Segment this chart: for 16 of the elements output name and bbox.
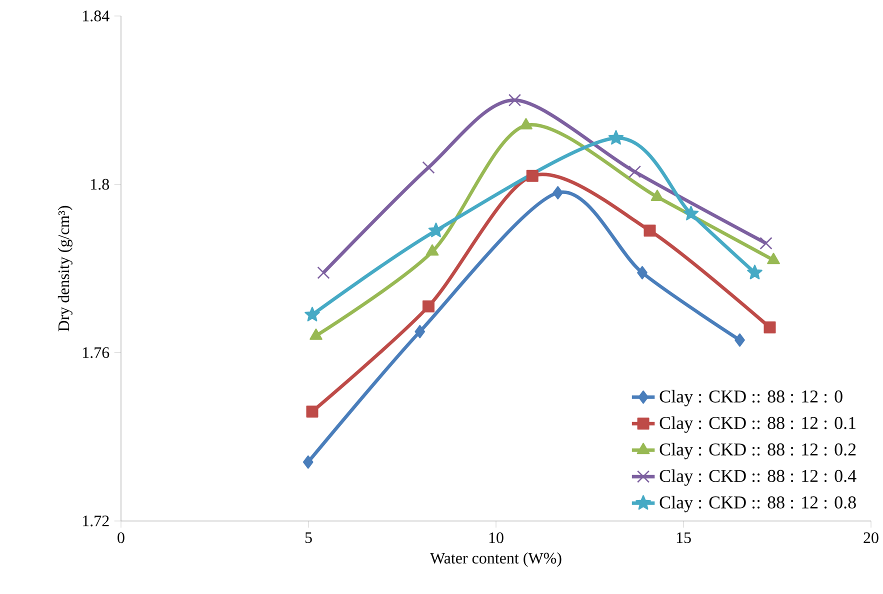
legend-label: Clay : CKD :: 88 : 12 : 0.1 bbox=[660, 416, 856, 433]
y-tick-label: 1.72 bbox=[83, 516, 109, 526]
legend-label: Clay : CKD :: 88 : 12 : 0.2 bbox=[660, 442, 856, 460]
y-tick-label: 1.84 bbox=[83, 10, 110, 22]
x-axis-title: Water content (W%) bbox=[430, 552, 562, 567]
legend-label: Clay : CKD :: 88 : 12 : 0.8 bbox=[660, 496, 856, 512]
x-tick-label: 5 bbox=[305, 532, 312, 543]
x-tick-label: 0 bbox=[118, 532, 124, 544]
y-tick-label: 1.8 bbox=[91, 178, 110, 190]
x-tick-label: 20 bbox=[864, 532, 878, 544]
legend-label: Clay : CKD :: 88 : 12 : 0.4 bbox=[660, 469, 856, 486]
x-tick-label: 10 bbox=[489, 532, 504, 544]
legend-label: Clay : CKD :: 88 : 12 : 0 bbox=[660, 390, 842, 406]
y-tick-label: 1.76 bbox=[83, 347, 110, 358]
y-axis-title: Dry density (g/cm³) bbox=[58, 206, 72, 332]
x-tick-label: 15 bbox=[676, 532, 691, 544]
